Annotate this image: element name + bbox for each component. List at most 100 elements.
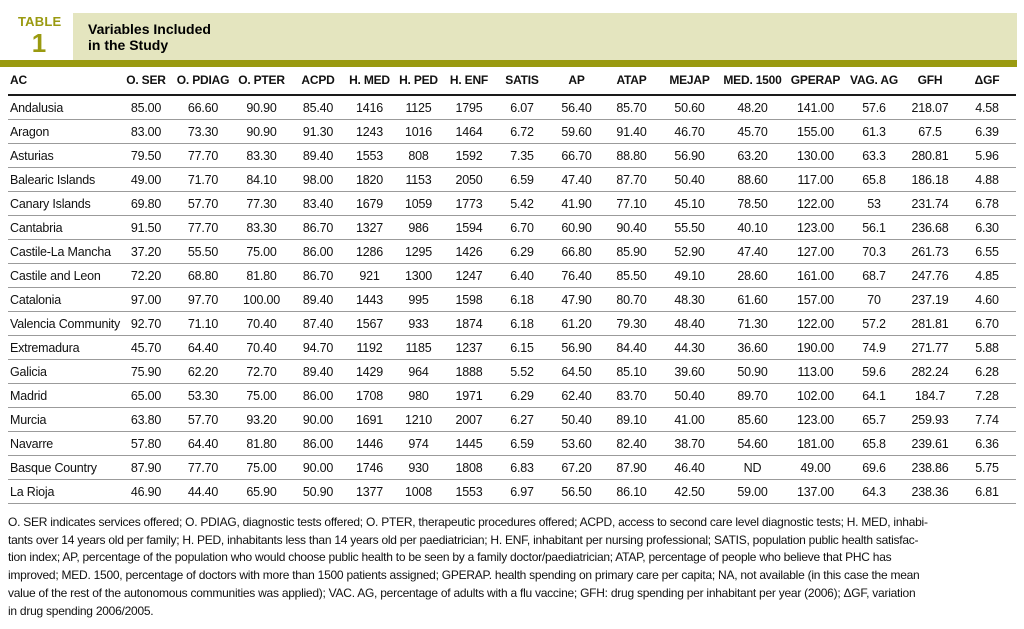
cell: 89.10	[604, 407, 659, 432]
column-header: H. PED	[394, 67, 443, 96]
cell: 1443	[345, 287, 394, 312]
cell: 1773	[443, 191, 495, 216]
cell: 59.60	[549, 119, 604, 144]
cell: 995	[394, 287, 443, 312]
column-header: MED. 1500	[720, 67, 785, 96]
title-band: Variables Included in the Study	[73, 13, 1017, 60]
accent-bar	[0, 60, 1017, 67]
cell: 57.6	[846, 95, 902, 120]
cell: 64.50	[549, 359, 604, 384]
cell: 1416	[345, 95, 394, 120]
cell: 55.50	[174, 239, 232, 264]
footnote-line: tants over 14 years old per family; H. P…	[8, 532, 919, 547]
cell: 282.24	[902, 359, 958, 384]
cell: 85.90	[604, 239, 659, 264]
cell: 1874	[443, 311, 495, 336]
cell: 53	[846, 191, 902, 216]
cell: 161.00	[785, 263, 846, 288]
cell: 2007	[443, 407, 495, 432]
cell: 77.70	[174, 455, 232, 480]
table-row: Valencia Community 92.70 71.10 70.40 87.40 15…	[8, 311, 1016, 336]
cell: 89.40	[291, 359, 345, 384]
row-label: Catalonia	[8, 287, 118, 312]
cell: 280.81	[902, 143, 958, 168]
cell: 56.90	[659, 143, 720, 168]
cell: 39.60	[659, 359, 720, 384]
cell: 50.60	[659, 95, 720, 120]
column-header: O. SER	[118, 67, 174, 96]
cell: 6.70	[495, 215, 549, 240]
row-label: Balearic Islands	[8, 167, 118, 192]
column-header: AP	[549, 67, 604, 96]
cell: 1286	[345, 239, 394, 264]
figure-header: TABLE 1 Variables Included in the Study	[0, 0, 1024, 67]
footnote: O. SER indicates services offered; O. PD…	[8, 514, 1016, 620]
column-header: H. ENF	[443, 67, 495, 96]
cell: 271.77	[902, 335, 958, 360]
cell: 87.40	[291, 311, 345, 336]
cell: 6.70	[958, 311, 1016, 336]
cell: 4.58	[958, 95, 1016, 120]
cell: 6.72	[495, 119, 549, 144]
cell: 1300	[394, 263, 443, 288]
cell: 83.30	[232, 143, 291, 168]
table-title-line2: in the Study	[88, 36, 169, 53]
cell: 49.00	[118, 167, 174, 192]
cell: 28.60	[720, 263, 785, 288]
cell: 84.40	[604, 335, 659, 360]
row-label: Aragon	[8, 119, 118, 144]
cell: 82.40	[604, 431, 659, 456]
cell: 89.40	[291, 143, 345, 168]
cell: 90.40	[604, 215, 659, 240]
cell: 60.90	[549, 215, 604, 240]
cell: 47.90	[549, 287, 604, 312]
cell: 80.70	[604, 287, 659, 312]
cell: 83.30	[232, 215, 291, 240]
cell: 980	[394, 383, 443, 408]
cell: 933	[394, 311, 443, 336]
cell: 1446	[345, 431, 394, 456]
table-row: Andalusia 85.00 66.60 90.90 85.40 1416 1125 179…	[8, 95, 1016, 120]
row-label: Valencia Community	[8, 311, 120, 336]
cell: 57.70	[174, 191, 232, 216]
column-header: GFH	[902, 67, 958, 96]
cell: 6.81	[958, 479, 1016, 504]
cell: 137.00	[785, 479, 846, 504]
cell: 61.20	[549, 311, 604, 336]
cell: 81.80	[232, 431, 291, 456]
cell: 1567	[345, 311, 394, 336]
cell: 5.88	[958, 335, 1016, 360]
cell: 155.00	[785, 119, 846, 144]
cell: 45.70	[118, 335, 174, 360]
table-row: Murcia 63.80 57.70 93.20 90.00 1691 1210 2007 6.…	[8, 407, 1016, 432]
cell: 5.52	[495, 359, 549, 384]
cell: 90.90	[232, 119, 291, 144]
cell: 1594	[443, 215, 495, 240]
cell: 1820	[345, 167, 394, 192]
cell: 87.90	[604, 455, 659, 480]
cell: 6.97	[495, 479, 549, 504]
cell: 1888	[443, 359, 495, 384]
cell: 6.29	[495, 239, 549, 264]
row-label: La Rioja	[8, 479, 118, 504]
table-body: Andalusia 85.00 66.60 90.90 85.40 1416 1125 179…	[8, 95, 1016, 504]
cell: 4.85	[958, 263, 1016, 288]
cell: 64.40	[174, 431, 232, 456]
cell: 1153	[394, 167, 443, 192]
cell: 1679	[345, 191, 394, 216]
cell: 1192	[345, 335, 394, 360]
cell: 59.00	[720, 479, 785, 504]
table-row: Cantabria 91.50 77.70 83.30 86.70 1327 986 1594…	[8, 215, 1016, 240]
cell: 1708	[345, 383, 394, 408]
cell: 1971	[443, 383, 495, 408]
cell: 86.70	[291, 263, 345, 288]
cell: 1059	[394, 191, 443, 216]
cell: 1464	[443, 119, 495, 144]
table-row: Basque Country 87.90 77.70 75.00 90.00 1746 93…	[8, 455, 1016, 480]
row-label: Murcia	[8, 407, 118, 432]
cell: 71.30	[720, 311, 785, 336]
cell: 87.90	[118, 455, 174, 480]
cell: 65.00	[118, 383, 174, 408]
cell: 6.40	[495, 263, 549, 288]
